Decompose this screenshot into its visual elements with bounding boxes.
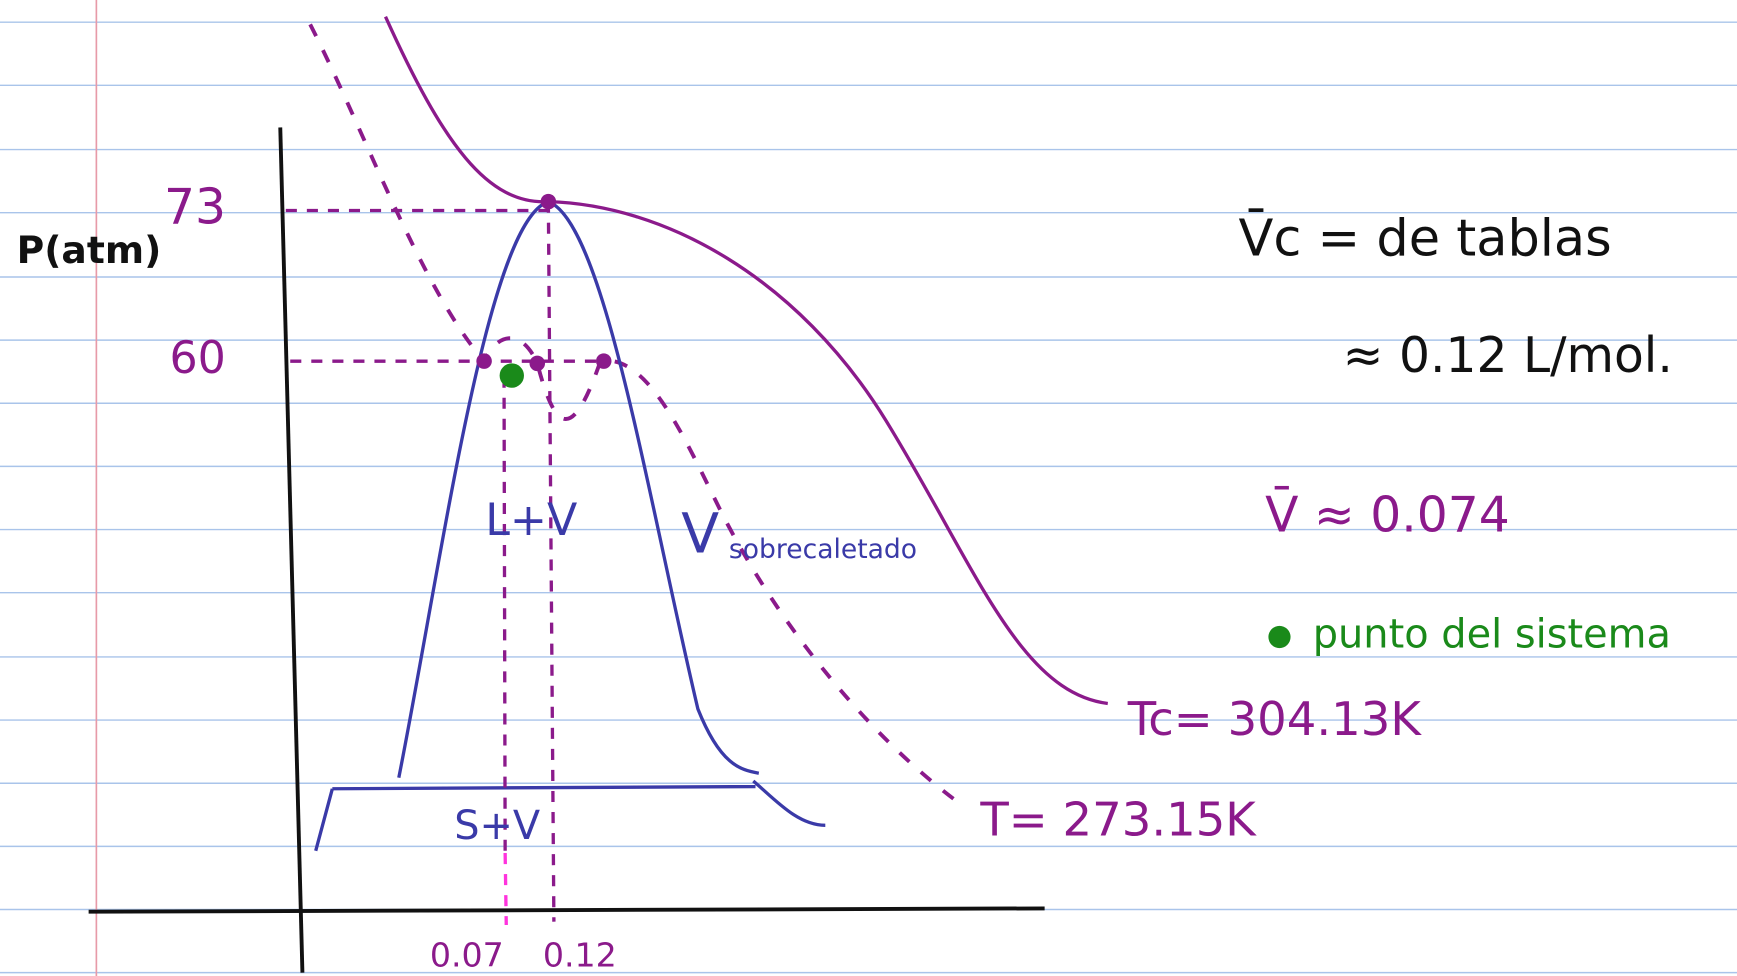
region-label: L+V [485, 495, 577, 546]
system-point [500, 363, 524, 387]
y-tick-label: 60 [169, 333, 225, 384]
isotherm-label: T= 273.15K [979, 793, 1257, 847]
legend-dot [1268, 626, 1290, 648]
triple-line [316, 781, 826, 851]
guide-lines [286, 202, 604, 925]
notebook-diagram: P(atm) 73 60 0.07 0.12 L+V V sobrecaleta… [0, 0, 1737, 976]
y-tick-label: 73 [164, 180, 226, 236]
state-points [476, 194, 611, 371]
region-label: S+V [454, 803, 540, 849]
legend-text: punto del sistema [1313, 611, 1671, 657]
x-tick-label: 0.12 [543, 936, 617, 975]
note-text: ≈ 0.12 L/mol. [1343, 328, 1673, 384]
page: { "axes": { "y_label": "P(atm)", "y_tick… [0, 0, 1737, 976]
isotherm-label: Tc= 304.13K [1127, 692, 1423, 746]
region-label: V [681, 502, 719, 566]
saturation-dome [399, 202, 759, 778]
region-label: sobrecaletado [729, 534, 917, 565]
note-text: V̄ ≈ 0.074 [1265, 487, 1510, 544]
x-tick-label: 0.07 [430, 936, 504, 975]
y-axis-label: P(atm) [17, 228, 162, 272]
note-text: V̄c = de tablas [1238, 207, 1611, 268]
critical-isotherm [386, 17, 1108, 704]
